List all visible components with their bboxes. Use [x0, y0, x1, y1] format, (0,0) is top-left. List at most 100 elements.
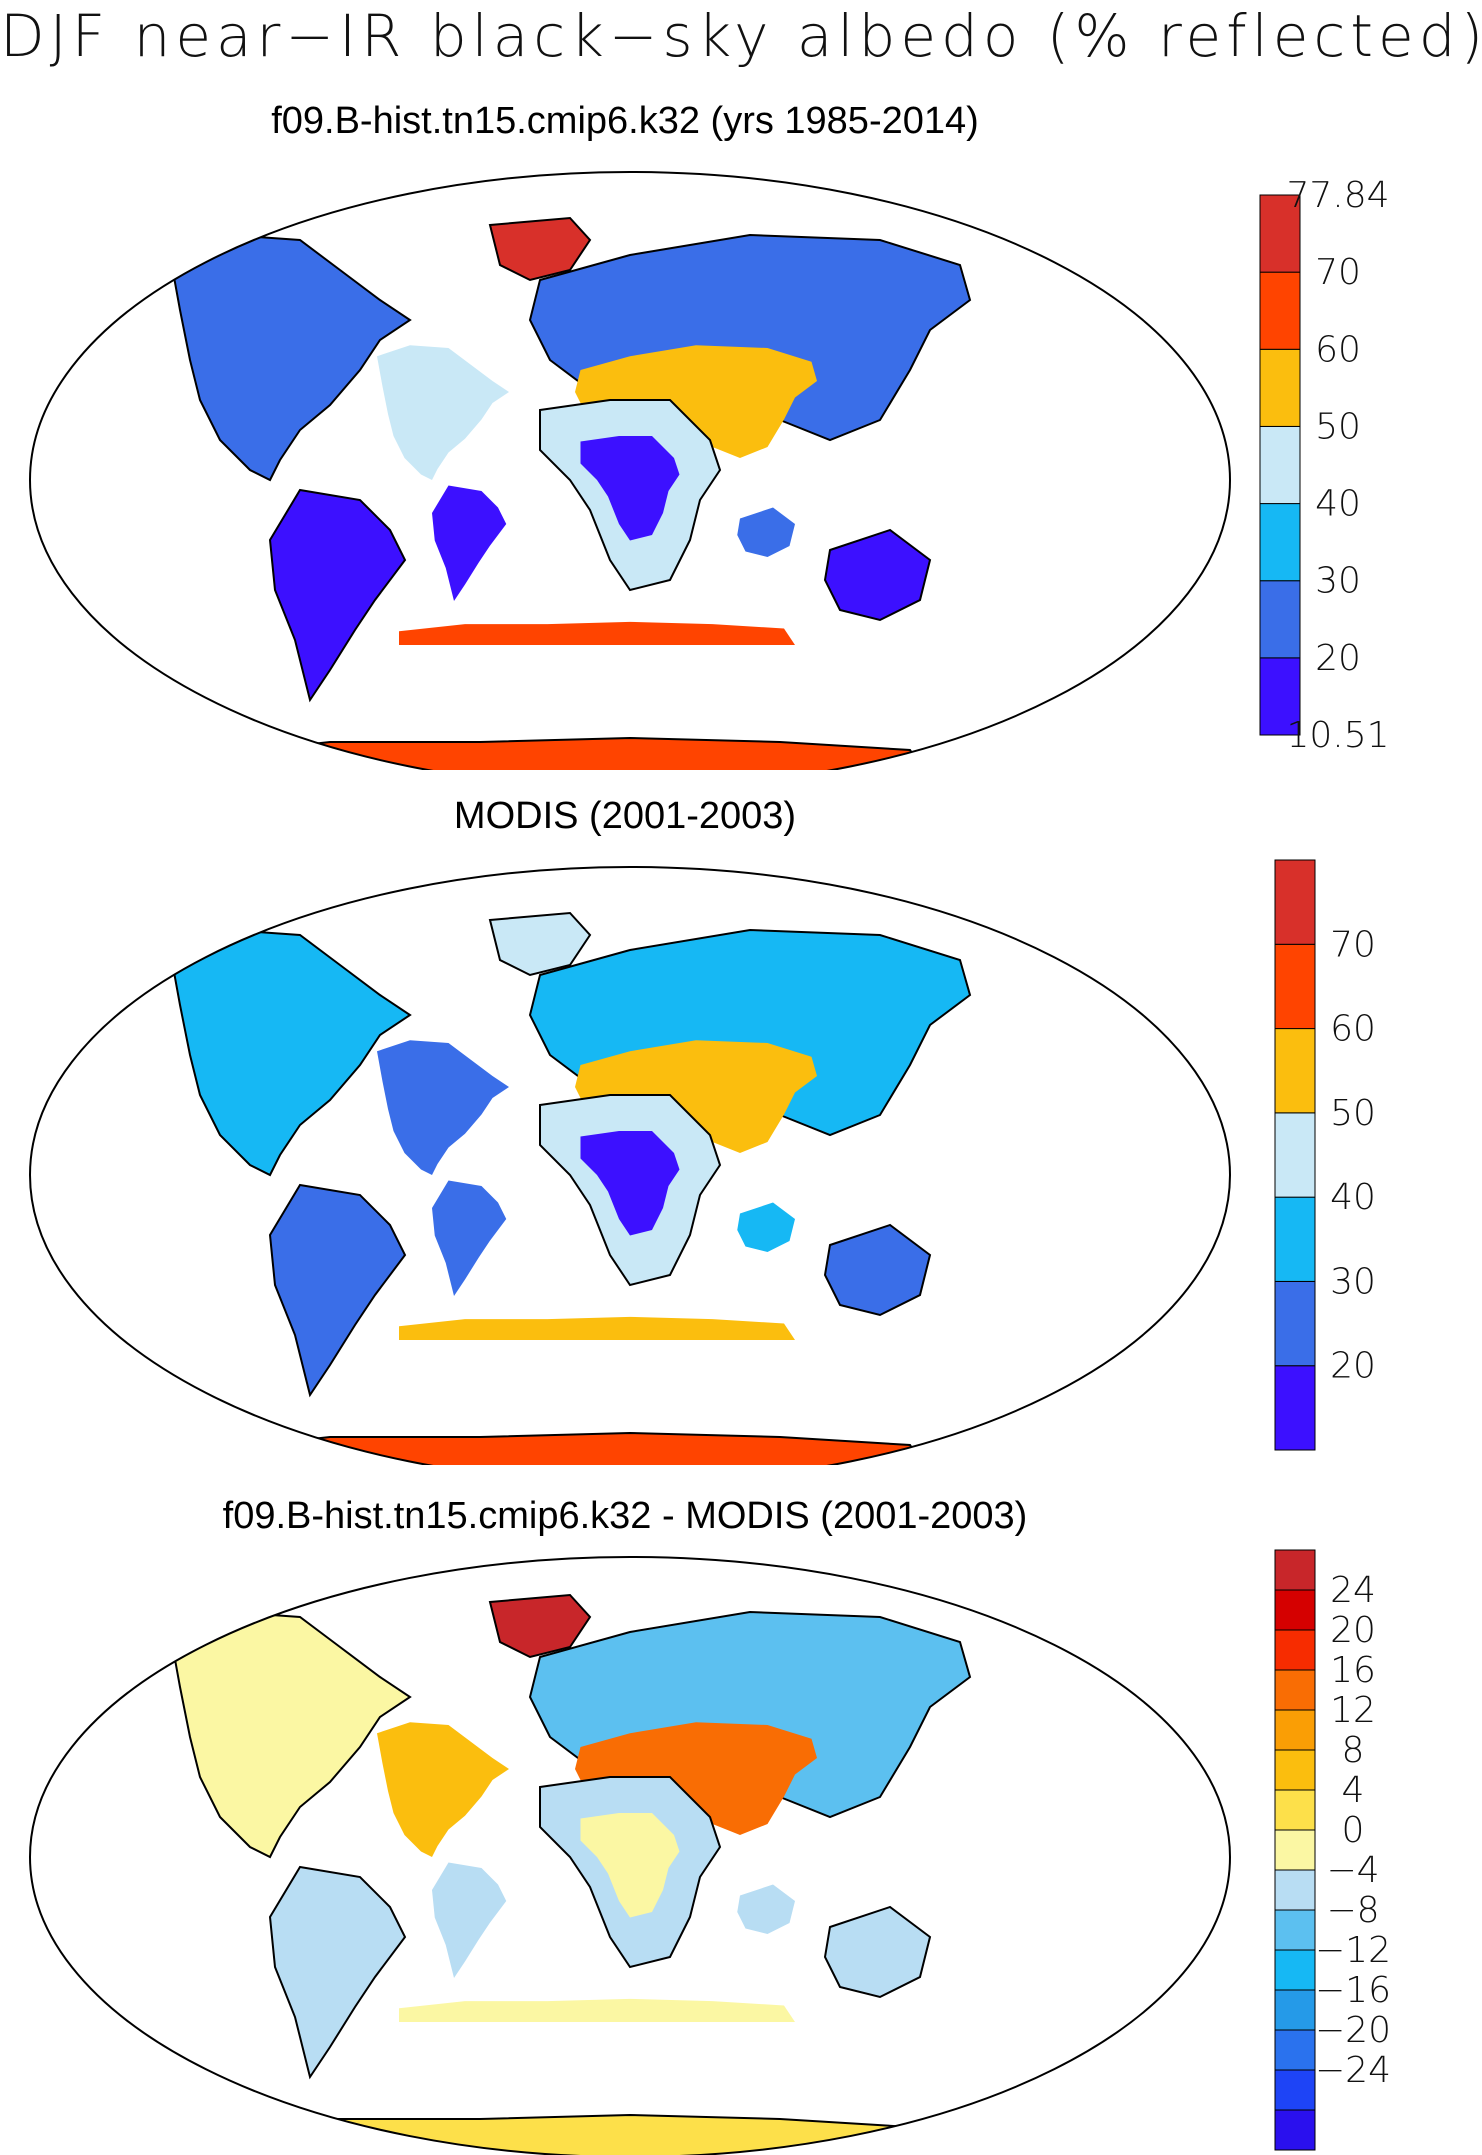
colorbar-tick-label: −12	[1315, 1930, 1391, 1971]
colorbar-segment	[1274, 2069, 1316, 2111]
map-land-fill	[168, 216, 972, 770]
colorbar-tick-label: 70	[1330, 924, 1376, 965]
colorbar-tick-label: 30	[1315, 561, 1361, 602]
colorbar-tick-label: 50	[1330, 1093, 1376, 1134]
panel-title-difference: f09.B-hist.tn15.cmip6.k32 - MODIS (2001-…	[222, 1495, 1028, 1537]
map-land-fill	[168, 911, 972, 1465]
colorbar-segment	[1274, 1949, 1316, 1991]
colorbar-tick-label: −4	[1326, 1850, 1379, 1891]
land-namerica-inner	[377, 1040, 509, 1175]
colorbar-segment	[1274, 1196, 1316, 1282]
colorbar-segment	[1274, 1909, 1316, 1951]
colorbar-tick-label: −20	[1315, 2010, 1391, 2051]
colorbar-tick-label: 40	[1330, 1177, 1376, 1218]
colorbar-tick-label: −24	[1315, 2050, 1391, 2091]
colorbar-segment	[1274, 1789, 1316, 1831]
colorbar-segment	[1274, 1709, 1316, 1751]
colorbar-segment	[1274, 1869, 1316, 1911]
colorbar-segment	[1274, 1669, 1316, 1711]
colorbar-segment	[1274, 2029, 1316, 2071]
panel-title-modis: MODIS (2001-2003)	[453, 795, 797, 837]
land-africa-inner	[580, 1813, 680, 1918]
colorbar-tick-label: 40	[1315, 484, 1361, 525]
colorbar-segment	[1274, 1589, 1316, 1631]
map-boundary	[29, 1556, 1231, 2155]
land-samerica	[268, 488, 407, 703]
land-samerica	[268, 1865, 407, 2080]
map-panel-model: 70 60 50 40 30 20 77.84 10.51	[29, 171, 1390, 770]
land-antarctica-inner	[399, 621, 795, 645]
colorbar-segment	[1274, 1028, 1316, 1114]
colorbar-tick-label: 60	[1315, 329, 1361, 370]
colorbar-segment	[1274, 1280, 1316, 1367]
land-namerica-inner	[377, 345, 509, 480]
colorbar-tick-label: 24	[1330, 1570, 1376, 1611]
land-australia	[823, 528, 932, 622]
land-antarctica-inner	[399, 1998, 795, 2022]
colorbar-segment	[1274, 1829, 1316, 1871]
colorbar-tick-label: 50	[1315, 406, 1361, 447]
land-samerica-inner	[432, 485, 507, 601]
colorbar-max-label: 77.84	[1286, 175, 1389, 216]
colorbar-segment	[1274, 1989, 1316, 2031]
colorbar: 70 60 50 40 30 20	[1274, 859, 1376, 1451]
panel-title-model: f09.B-hist.tn15.cmip6.k32 (yrs 1985-2014…	[271, 100, 979, 142]
land-australia-inner	[737, 1884, 795, 1934]
land-africa-inner	[580, 1131, 680, 1236]
colorbar-segment	[1259, 503, 1301, 582]
land-australia	[823, 1223, 932, 1317]
colorbar: 70 60 50 40 30 20 77.84 10.51	[1259, 175, 1390, 756]
colorbar-tick-label: 70	[1315, 252, 1361, 293]
land-greenland	[488, 216, 592, 282]
colorbar-segment	[1259, 657, 1301, 736]
colorbar-tick-label: −8	[1326, 1890, 1379, 1931]
map-boundary	[29, 866, 1231, 1465]
land-greenland	[488, 911, 592, 977]
colorbar-tick-label: 20	[1330, 1610, 1376, 1651]
colorbar-tick-label: 30	[1330, 1261, 1376, 1302]
colorbar-tick-label: 16	[1330, 1650, 1376, 1691]
colorbar-segment	[1259, 271, 1301, 350]
colorbar-segment	[1274, 1112, 1316, 1198]
colorbar-segment	[1274, 1749, 1316, 1791]
colorbar-segment	[1259, 425, 1301, 505]
land-australia	[823, 1905, 932, 1999]
land-group	[168, 216, 972, 770]
land-samerica-inner	[432, 1180, 507, 1296]
map-panel-modis: 70 60 50 40 30 20	[29, 859, 1376, 1465]
colorbar-segment	[1259, 580, 1301, 659]
colorbar-tick-label: 4	[1342, 1770, 1365, 1811]
land-namerica	[168, 233, 412, 482]
land-antarctica	[209, 2113, 932, 2155]
land-group	[168, 1593, 972, 2155]
map-boundary	[29, 171, 1231, 770]
colorbar-segment	[1274, 2109, 1316, 2151]
colorbar-segment	[1259, 194, 1301, 273]
land-australia-inner	[737, 1202, 795, 1252]
colorbar-segment	[1274, 1365, 1316, 1451]
colorbar-tick-label: 12	[1330, 1690, 1376, 1731]
land-greenland	[488, 1593, 592, 1659]
land-australia-inner	[737, 507, 795, 557]
land-antarctica-inner	[399, 1316, 795, 1340]
colorbar-tick-label: 60	[1330, 1009, 1376, 1050]
map-land-fill	[168, 1593, 972, 2155]
land-africa-inner	[580, 436, 680, 541]
land-samerica-inner	[432, 1862, 507, 1978]
colorbar-tick-label: 0	[1342, 1810, 1365, 1851]
figure-title: DJF near−IR black−sky albedo (% reflecte…	[0, 2, 1482, 70]
land-namerica	[168, 1610, 412, 1859]
land-group	[168, 911, 972, 1465]
colorbar-min-label: 10.51	[1286, 715, 1389, 756]
land-namerica-inner	[377, 1722, 509, 1857]
colorbar-tick-label: 20	[1315, 638, 1361, 679]
colorbar-tick-label: −16	[1315, 1970, 1391, 2011]
land-namerica	[168, 928, 412, 1177]
colorbar-segment	[1274, 859, 1316, 945]
colorbar-segment	[1259, 348, 1301, 427]
land-samerica	[268, 1183, 407, 1398]
colorbar-tick-label: 20	[1330, 1346, 1376, 1387]
colorbar-segment	[1274, 943, 1316, 1030]
